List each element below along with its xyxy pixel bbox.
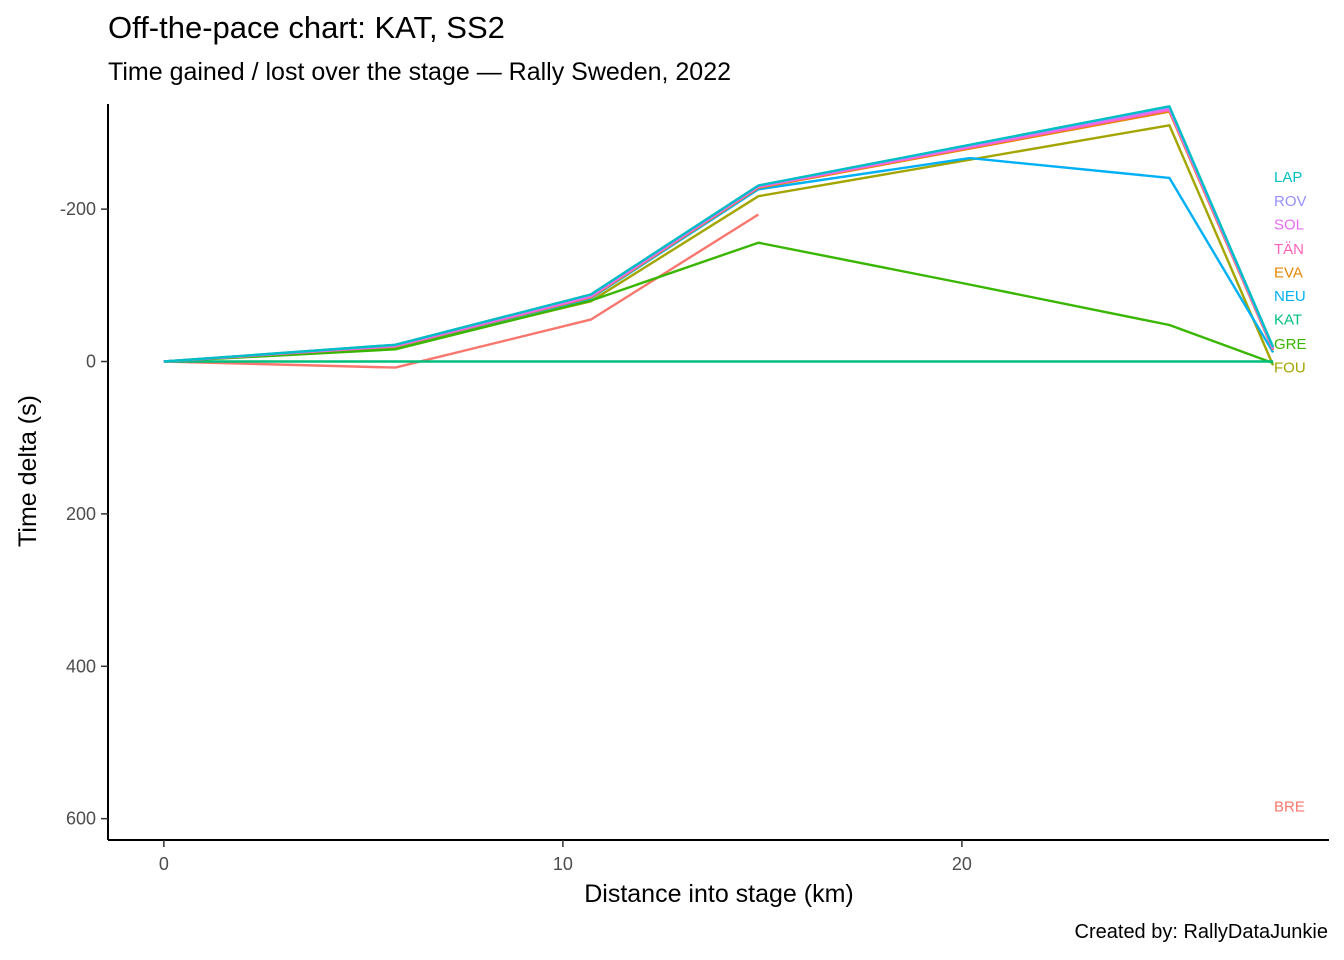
series-line-neu	[163, 156, 1275, 363]
end-label-fou: FOU	[1274, 360, 1306, 377]
y-tick-label: 200	[66, 504, 96, 524]
credit-caption: Created by: RallyDataJunkie	[1074, 921, 1328, 943]
ticks-layer: 0 10 20 -200 0 200 400 600	[60, 199, 972, 874]
y-axis-title: Time delta (s)	[14, 395, 42, 547]
x-tick-label: 10	[553, 854, 573, 874]
x-axis-title: Distance into stage (km)	[584, 880, 854, 908]
series-line-lap	[163, 105, 1275, 363]
y-tick-label: -200	[60, 199, 96, 219]
series-line-sol	[163, 107, 1275, 363]
series-line-bre	[163, 213, 760, 369]
chart-title: Off-the-pace chart: KAT, SS2	[108, 10, 505, 45]
x-tick-label: 0	[159, 854, 169, 874]
x-tick-label: 20	[952, 854, 972, 874]
y-tick-label: 400	[66, 656, 96, 676]
end-label-gre: GRE	[1274, 336, 1307, 353]
axes-layer	[107, 104, 1329, 841]
end-label-lap: LAP	[1274, 169, 1302, 186]
end-label-eva: EVA	[1274, 264, 1303, 281]
series-line-fou	[163, 124, 1275, 366]
end-label-kat: KAT	[1274, 312, 1302, 329]
series-line-eva	[163, 110, 1275, 363]
end-labels-layer: LAP ROV SOL TÄN EVA NEU KAT GRE FOU BRE	[1274, 169, 1307, 815]
chart-subtitle: Time gained / lost over the stage — Rall…	[108, 58, 732, 86]
end-label-rov: ROV	[1274, 193, 1307, 210]
series-line-tän	[163, 108, 1275, 363]
end-label-bre: BRE	[1274, 798, 1305, 815]
y-tick-label: 0	[86, 352, 96, 372]
series-line-gre	[163, 241, 1274, 365]
end-label-sol: SOL	[1274, 216, 1304, 233]
series-layer	[163, 105, 1275, 369]
y-tick-label: 600	[66, 809, 96, 829]
series-line-rov	[163, 105, 1275, 363]
end-label-tän: TÄN	[1274, 241, 1304, 258]
end-label-neu: NEU	[1274, 288, 1306, 305]
